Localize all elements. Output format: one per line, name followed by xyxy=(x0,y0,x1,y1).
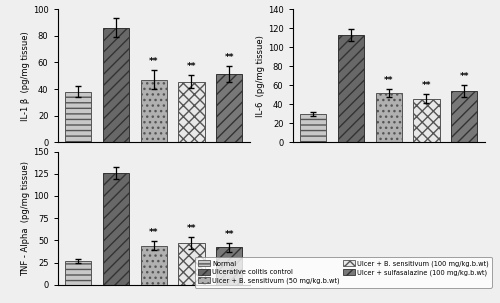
Bar xyxy=(140,80,167,142)
Bar xyxy=(338,35,364,142)
Bar xyxy=(216,75,242,142)
Legend: Normal, Ulcerative colitis control, Ulcer + B. sensitivum (50 mg/kg.b.wt), Ulcer: Normal, Ulcerative colitis control, Ulce… xyxy=(195,257,492,288)
Bar xyxy=(216,248,242,285)
Bar xyxy=(103,28,129,142)
Bar xyxy=(140,246,167,285)
Text: **: ** xyxy=(186,224,196,233)
Text: **: ** xyxy=(460,72,469,81)
Bar xyxy=(414,98,440,142)
Text: **: ** xyxy=(224,230,234,239)
Bar xyxy=(178,243,204,285)
Y-axis label: TNF - Alpha  (pg/mg tissue): TNF - Alpha (pg/mg tissue) xyxy=(21,161,30,276)
Text: **: ** xyxy=(149,57,158,66)
Text: **: ** xyxy=(224,53,234,62)
Bar xyxy=(300,114,326,142)
Text: **: ** xyxy=(422,81,431,90)
Bar xyxy=(376,93,402,142)
Text: **: ** xyxy=(384,76,394,85)
Y-axis label: IL-6  (pg/mg tissue): IL-6 (pg/mg tissue) xyxy=(256,35,265,117)
Y-axis label: IL-1 β  (pg/mg tissue): IL-1 β (pg/mg tissue) xyxy=(21,31,30,121)
Text: **: ** xyxy=(149,228,158,237)
Text: **: ** xyxy=(186,62,196,71)
Bar xyxy=(103,173,129,285)
Bar xyxy=(65,261,92,285)
Bar xyxy=(451,91,477,142)
Bar xyxy=(65,92,92,142)
Bar xyxy=(178,82,204,142)
